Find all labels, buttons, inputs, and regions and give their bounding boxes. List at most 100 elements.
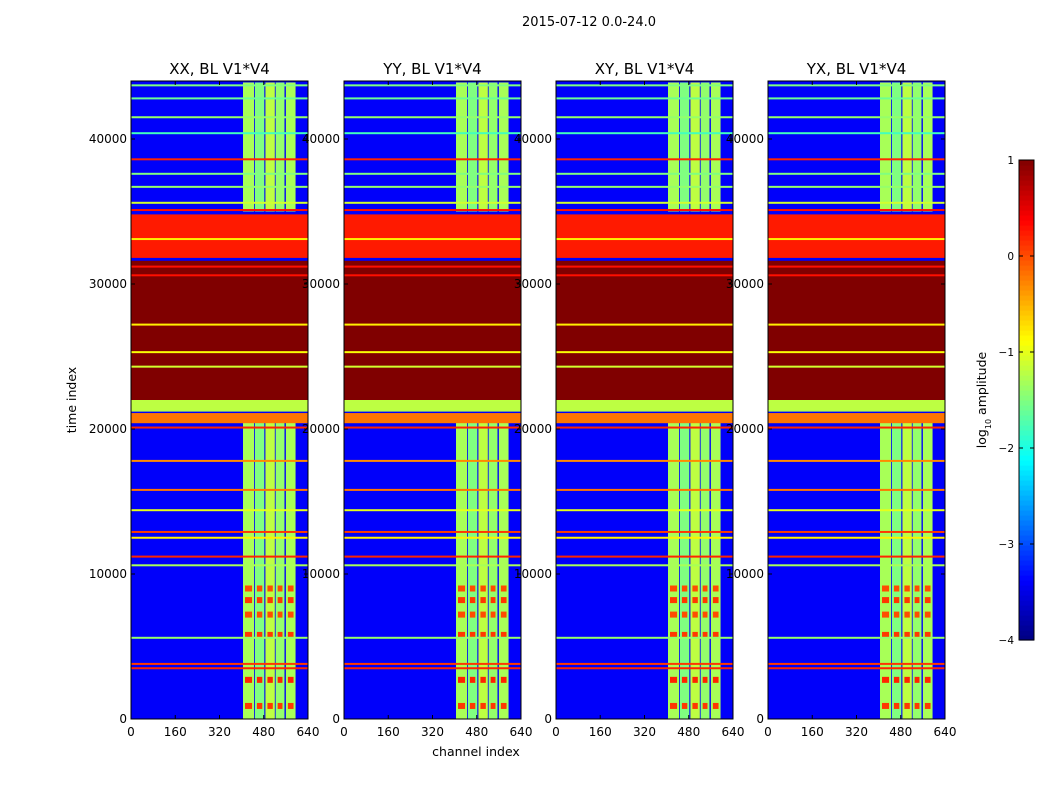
rfi-burst — [681, 676, 688, 683]
time-band — [131, 214, 308, 258]
time-line — [131, 132, 308, 135]
rfi-channel-stripe — [679, 417, 690, 719]
time-line — [131, 662, 308, 665]
rfi-channel-stripe — [498, 82, 509, 212]
rfi-burst — [702, 611, 708, 618]
colorbar-segment — [1019, 255, 1034, 261]
colorbar-tick-label: −2 — [999, 443, 1014, 455]
y-tick-label: 30000 — [514, 277, 552, 291]
y-tick-label: 0 — [544, 712, 552, 726]
rfi-burst — [267, 585, 273, 592]
rfi-burst — [882, 702, 890, 709]
rfi-channel-stripe — [265, 82, 275, 212]
colorbar-segment — [1019, 485, 1034, 491]
rfi-burst — [882, 631, 890, 638]
colorbar-segment — [1019, 180, 1034, 186]
rfi-channel-stripe — [902, 82, 912, 212]
time-line — [131, 209, 308, 212]
x-tick-label: 480 — [465, 725, 488, 739]
rfi-burst — [904, 676, 910, 683]
colorbar-segment — [1019, 475, 1034, 481]
rfi-burst — [670, 702, 678, 709]
rfi-burst — [681, 597, 688, 604]
rfi-burst — [681, 585, 688, 592]
rfi-burst — [712, 631, 719, 638]
rfi-channel-stripe — [891, 82, 902, 212]
y-tick-label: 20000 — [514, 422, 552, 436]
rfi-channel-stripe — [488, 417, 498, 719]
time-line — [344, 536, 521, 539]
time-line — [131, 636, 308, 639]
colorbar-segment — [1019, 505, 1034, 511]
time-line — [131, 201, 308, 204]
colorbar-segment — [1019, 345, 1034, 351]
x-tick-label: 0 — [127, 725, 135, 739]
rfi-burst — [500, 585, 507, 592]
rfi-burst — [924, 702, 931, 709]
rfi-channel-stripe — [467, 82, 478, 212]
colorbar-segment — [1019, 430, 1034, 436]
colorbar-segment — [1019, 165, 1034, 171]
rfi-burst — [914, 585, 920, 592]
colorbar-segment — [1019, 545, 1034, 551]
rfi-burst — [480, 631, 486, 638]
colorbar: −4 −3 −2 −1 0 1 — [999, 155, 1035, 647]
rfi-burst — [692, 702, 698, 709]
colorbar-segment — [1019, 530, 1034, 536]
rfi-burst — [287, 597, 294, 604]
rfi-burst — [267, 702, 273, 709]
x-tick-label: 0 — [552, 725, 560, 739]
rfi-channel-stripe — [275, 417, 285, 719]
rfi-burst — [277, 597, 283, 604]
rfi-burst — [267, 676, 273, 683]
colorbar-segment — [1019, 520, 1034, 526]
rfi-burst — [469, 702, 476, 709]
colorbar-segment — [1019, 290, 1034, 296]
time-line — [768, 132, 945, 135]
x-tick-label: 480 — [252, 725, 275, 739]
time-band — [556, 413, 733, 424]
y-tick-label: 20000 — [89, 422, 127, 436]
colorbar-segment — [1019, 230, 1034, 236]
rfi-burst — [712, 611, 719, 618]
time-line — [768, 555, 945, 558]
time-line — [768, 238, 945, 241]
rfi-burst — [256, 611, 263, 618]
rfi-burst — [490, 631, 496, 638]
rfi-burst — [904, 702, 910, 709]
colorbar-segment — [1019, 425, 1034, 431]
y-tick-label: 30000 — [302, 277, 340, 291]
rfi-channel-stripe — [710, 82, 721, 212]
rfi-burst — [692, 597, 698, 604]
time-line — [556, 536, 733, 539]
time-band — [344, 260, 521, 400]
rfi-burst — [458, 702, 466, 709]
colorbar-tick-label: 1 — [1007, 155, 1014, 167]
colorbar-segment — [1019, 325, 1034, 331]
colorbar-segment — [1019, 235, 1034, 241]
rfi-channel-stripe — [243, 82, 255, 212]
rfi-burst — [681, 611, 688, 618]
rfi-burst — [490, 611, 496, 618]
rfi-burst — [458, 611, 466, 618]
time-line — [344, 97, 521, 100]
rfi-burst — [670, 597, 678, 604]
time-line — [556, 323, 733, 326]
colorbar-segment — [1019, 550, 1034, 556]
time-line — [131, 265, 308, 268]
colorbar-segment — [1019, 195, 1034, 201]
time-line — [556, 555, 733, 558]
rfi-burst — [458, 631, 466, 638]
time-line — [131, 172, 308, 175]
panel-3: YX, BL V1*V4 0 160 320 480 640 0 10000 20000 3000… — [726, 60, 957, 739]
time-line — [344, 274, 521, 277]
rfi-burst — [267, 611, 273, 618]
colorbar-segment — [1019, 610, 1034, 616]
colorbar-segment — [1019, 260, 1034, 266]
rfi-burst — [893, 676, 900, 683]
rfi-burst — [681, 631, 688, 638]
rfi-burst — [882, 676, 890, 683]
rfi-channel-stripe — [710, 417, 721, 719]
rfi-burst — [480, 676, 486, 683]
